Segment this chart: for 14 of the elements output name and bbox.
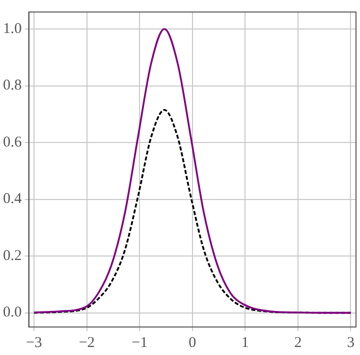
x-tick-label: −2 <box>78 334 95 351</box>
y-tick-label: 0.0 <box>3 304 22 321</box>
x-tick-label: −3 <box>26 334 42 351</box>
x-tick-label: −1 <box>132 334 148 351</box>
y-tick-label: 0.4 <box>3 191 22 208</box>
line-series <box>33 28 352 314</box>
x-tick-label: 0 <box>188 334 196 351</box>
y-tick-label: 0.6 <box>3 134 22 150</box>
y-tick-label: 1.0 <box>3 20 22 37</box>
x-tick-label: 1 <box>241 334 249 351</box>
x-tick-label: 2 <box>294 334 302 351</box>
y-tick-label: 0.2 <box>3 248 22 264</box>
x-tick-label: 3 <box>346 334 354 351</box>
y-tick-label: 0.8 <box>3 78 22 94</box>
